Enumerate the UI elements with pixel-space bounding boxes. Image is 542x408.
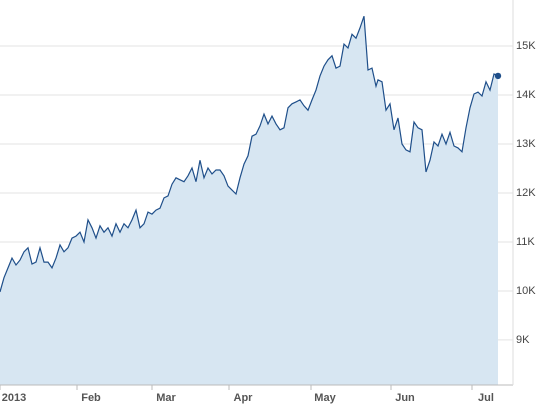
x-tick-label: 2013 — [2, 392, 26, 404]
y-tick-label: 9K — [516, 334, 530, 346]
y-tick-label: 15K — [516, 40, 536, 52]
x-tick-label: May — [314, 392, 336, 404]
x-tick-label: Apr — [234, 392, 254, 404]
line — [0, 16, 499, 293]
y-tick-label: 14K — [516, 89, 536, 101]
x-tick-label: Jul — [478, 392, 494, 404]
x-tick-label: Mar — [156, 392, 176, 404]
end-marker — [494, 72, 502, 80]
x-tick-label: Jun — [395, 392, 415, 404]
y-tick-label: 12K — [516, 187, 536, 199]
y-tick-label: 13K — [516, 138, 536, 150]
y-tick-label: 10K — [516, 285, 536, 297]
y-tick-label: 11K — [516, 236, 535, 248]
area — [0, 16, 498, 385]
x-tick-label: Feb — [81, 392, 101, 404]
